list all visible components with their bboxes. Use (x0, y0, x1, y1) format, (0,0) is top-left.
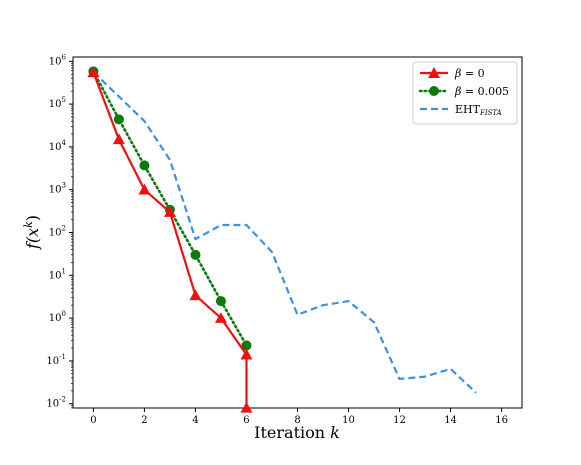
y-tick-label-6: 104 (49, 139, 67, 153)
data-point-0-7 (240, 401, 253, 413)
x-tick-label-4: 8 (294, 415, 300, 426)
x-axis-label: Iteration k (254, 423, 340, 442)
y-axis-ticks: 10-2 10-1 100 101 102 103 104 105 106 (46, 53, 73, 410)
y-axis-label-sup: k (22, 221, 35, 228)
y-axis-label: f(xk) (22, 215, 42, 250)
data-point-0-5 (214, 312, 227, 323)
data-point-1-1 (113, 114, 124, 125)
legend-marker-0 (428, 67, 440, 78)
legend-label-2: EHTFISTA (455, 103, 502, 117)
x-axis-label-var: k (330, 423, 340, 442)
y-tick-label-4: 102 (49, 225, 66, 239)
legend-marker-1 (429, 86, 439, 96)
y-axis-label-main: f(x (23, 228, 42, 250)
series-line-0 (92, 72, 248, 408)
x-tick-label-7: 14 (444, 415, 457, 426)
x-tick-label-0: 0 (90, 415, 96, 426)
data-point-1-4 (190, 249, 201, 260)
y-tick-label-1: 10-1 (46, 353, 66, 367)
y-tick-label-5: 103 (49, 182, 66, 196)
series-markers-0 (87, 66, 253, 413)
data-point-0-1 (112, 133, 125, 145)
x-tick-label-5: 10 (342, 415, 355, 426)
data-point-0-6 (240, 348, 253, 360)
x-tick-label-8: 16 (495, 415, 508, 426)
x-tick-label-3: 6 (243, 415, 249, 426)
y-tick-label-0: 10-2 (46, 396, 66, 410)
series-layer (87, 66, 477, 413)
y-axis-label-close: ) (23, 215, 42, 221)
legend: β = 0 β = 0.005 EHTFISTA (412, 61, 518, 125)
data-point-1-5 (215, 296, 226, 307)
data-point-0-2 (138, 183, 151, 195)
legend-label-0: β = 0 (454, 67, 485, 80)
y-tick-label-7: 105 (49, 96, 66, 110)
series-line-2 (92, 71, 477, 394)
y-tick-label-2: 100 (49, 310, 66, 324)
legend-label-1: β = 0.005 (454, 85, 509, 98)
data-point-0-3 (163, 206, 176, 217)
x-tick-label-1: 2 (141, 415, 147, 426)
data-point-1-2 (139, 160, 150, 171)
data-point-0-4 (189, 289, 202, 301)
x-axis-ticks: 0 2 4 6 8 10 12 14 16 (90, 408, 508, 426)
x-tick-label-2: 4 (192, 415, 198, 426)
y-tick-label-3: 101 (49, 267, 66, 281)
data-point-1-6 (241, 340, 252, 351)
x-tick-label-6: 12 (393, 415, 406, 426)
y-tick-label-8: 106 (49, 53, 67, 67)
data-point-0-0 (87, 66, 100, 78)
